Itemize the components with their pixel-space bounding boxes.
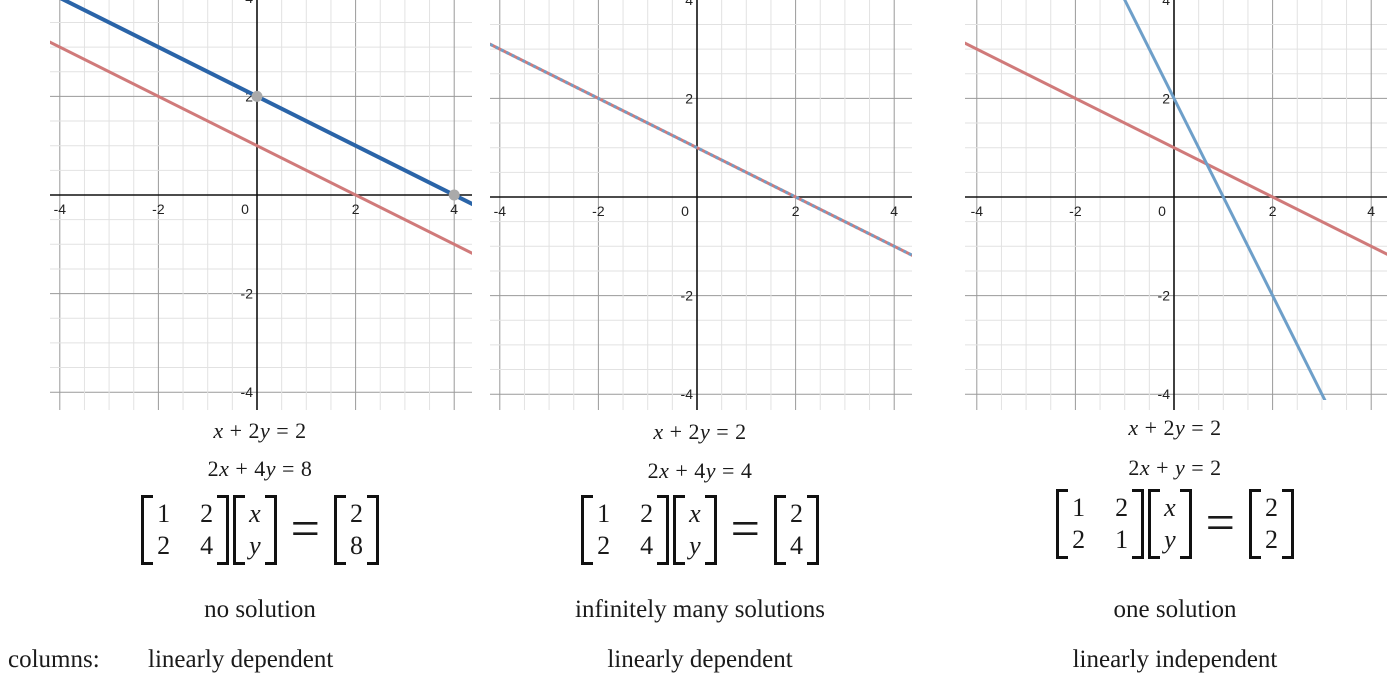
matrix-entry: 1 [1072,493,1086,522]
x-tick-label: 2 [352,201,360,217]
x-tick-label: 0 [1158,203,1166,219]
matrix-entry: 2 [597,531,611,560]
rhs-entry: 4 [789,531,803,560]
x-tick-label: -2 [592,203,605,219]
variable-entry: y [689,531,701,560]
panel-1: -4-202442-2-4x + 2y = 22x + 4y = 81224xy… [40,0,480,700]
y-tick-label: -4 [681,386,694,402]
equation-2: 2x + 4y = 8 [207,456,313,481]
solution-verdict: no solution [204,596,316,623]
x-tick-label: -2 [152,201,165,217]
equation-1: x + 2y = 2 [653,419,747,444]
series-line-2 [1123,0,1327,400]
x-tick-label: 4 [1367,203,1375,219]
grid [490,0,912,410]
x-tick-label: 4 [890,203,898,219]
column-dependence: linearly dependent [148,646,334,673]
solution-verdict: one solution [1113,596,1237,623]
variable-entry: y [249,531,261,560]
variable-entry: y [1164,525,1176,554]
panel-3: -4-202442-2-4x + 2y = 22x + y = 21221xy=… [955,0,1395,700]
variable-entry: x [249,499,261,528]
series-line-1 [50,40,472,255]
row-label-columns: columns: [8,646,100,673]
grid [965,0,1387,410]
x-tick-label: 4 [450,201,458,217]
y-tick-label: 2 [245,88,253,104]
matrix-entry: 1 [1115,525,1129,554]
matrix-entry: 4 [640,531,654,560]
matrix-equation: 1 2 2 4 x y = 2 8 [40,490,480,570]
variable-entry: x [689,499,701,528]
intersection-point-2 [448,189,460,201]
series-line-1 [965,41,1387,256]
matrix-entry: 2 [157,531,171,560]
x-tick-label: 0 [681,203,689,219]
series-line-2 [490,42,912,257]
matrix-equation: 1 2 2 4 x y = 2 4 [480,490,920,570]
y-tick-label: 4 [245,0,253,6]
rhs-entry: 2 [789,499,803,528]
rhs-entry: 2 [1264,525,1278,554]
graph-3: -4 -2 0 2 4 4 2 -2 -4 [965,0,1387,410]
y-tick-label: 2 [1162,90,1170,106]
solution-verdict: infinitely many solutions [575,596,825,623]
matrix-entry: 2 [640,499,654,528]
graph-1: -4 -2 0 2 4 4 2 -2 -4 [50,0,472,410]
x-tick-label: -2 [1069,203,1082,219]
equals-sign: = [290,501,320,558]
matrix-entry: 2 [1072,525,1086,554]
equals-sign: = [1205,495,1235,552]
x-tick-label: 2 [792,203,800,219]
x-tick-label: -4 [54,201,67,217]
y-tick-label: -2 [1158,288,1171,304]
matrix-entry: 2 [200,499,214,528]
y-tick-label: -4 [1158,386,1171,402]
y-tick-label: -2 [241,286,254,302]
column-dependence: linearly independent [1072,646,1278,673]
rhs-entry: 2 [349,499,363,528]
column-dependence: linearly dependent [607,646,793,673]
graph-2: -4 -2 0 2 4 4 2 -2 -4 [490,0,912,410]
x-tick-label: 2 [1269,203,1277,219]
x-tick-label: -4 [494,203,507,219]
y-tick-label: 4 [1162,0,1170,8]
y-tick-label: 4 [685,0,693,8]
rhs-entry: 2 [1264,493,1278,522]
y-tick-label: -4 [241,384,254,400]
panel-2: -4-202442-2-4x + 2y = 22x + 4y = 41224xy… [480,0,920,700]
equals-sign: = [730,501,760,558]
rhs-entry: 8 [349,531,363,560]
intersection-point-1 [251,90,263,102]
grid [50,0,472,410]
matrix-equation: 1 2 2 1 x y = 2 2 [955,484,1395,564]
equation-2: 2x + 4y = 4 [647,458,753,483]
equation-1: x + 2y = 2 [213,418,307,443]
y-tick-label: -2 [681,288,694,304]
x-tick-label: -4 [971,203,984,219]
matrix-entry: 1 [597,499,611,528]
equation-2: 2x + y = 2 [1128,455,1222,480]
matrix-entry: 4 [200,531,214,560]
equation-1: x + 2y = 2 [1128,415,1222,440]
x-tick-label: 0 [241,201,249,217]
series-line-2 [59,0,472,207]
variable-entry: x [1164,493,1176,522]
y-tick-label: 2 [685,90,693,106]
matrix-entry: 1 [157,499,171,528]
matrix-entry: 2 [1115,493,1129,522]
